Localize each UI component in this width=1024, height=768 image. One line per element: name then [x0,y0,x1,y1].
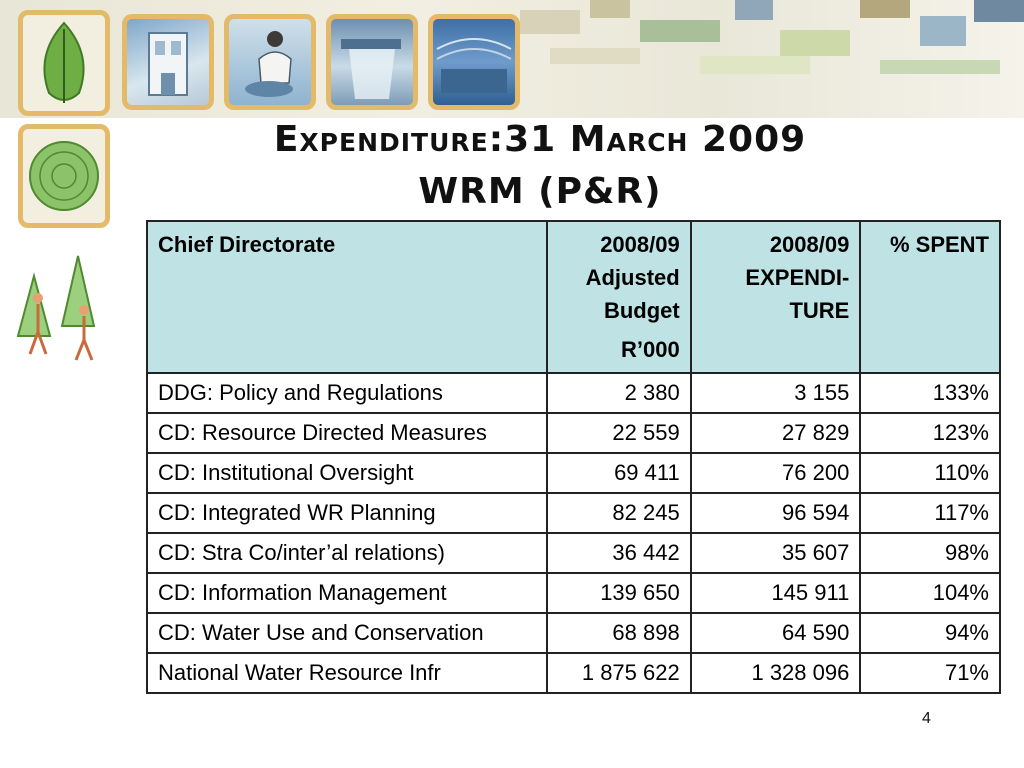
cell-budget: 68 898 [545,612,692,654]
cell-budget: 2 380 [545,372,692,414]
leaf-icon [18,10,110,116]
tree-ring-icon [18,124,110,228]
header-budget-unit: R’000 [621,337,680,362]
table-row: CD: Information Management 139 650 145 9… [146,572,1001,614]
cell-percent: 110% [859,452,1001,494]
table-row: CD: Integrated WR Planning 82 245 96 594… [146,492,1001,534]
waterfall-image [326,14,418,110]
cell-budget: 36 442 [545,532,692,574]
cell-directorate: CD: Integrated WR Planning [146,492,548,534]
cell-expenditure: 96 594 [689,492,862,534]
header-adjusted-budget: 2008/09 Adjusted Budget R’000 [545,220,692,374]
cell-percent: 94% [859,612,1001,654]
cell-expenditure: 76 200 [689,452,862,494]
dam-image [428,14,520,110]
table-row: CD: Resource Directed Measures 22 559 27… [146,412,1001,454]
cell-expenditure: 145 911 [689,572,862,614]
table-row: CD: Water Use and Conservation 68 898 64… [146,612,1001,654]
cell-directorate: National Water Resource Infr [146,652,548,694]
cell-percent: 123% [859,412,1001,454]
table-row: National Water Resource Infr 1 875 622 1… [146,652,1001,694]
page-number: 4 [922,710,931,727]
cell-budget: 69 411 [545,452,692,494]
cell-budget: 139 650 [545,572,692,614]
cell-percent: 98% [859,532,1001,574]
people-trees-icon [10,236,110,366]
cell-percent: 71% [859,652,1001,694]
cell-expenditure: 27 829 [689,412,862,454]
washing-person-image [224,14,316,110]
cell-directorate: DDG: Policy and Regulations [146,372,548,414]
cell-expenditure: 35 607 [689,532,862,574]
cell-directorate: CD: Water Use and Conservation [146,612,548,654]
cell-directorate: CD: Stra Co/inter’al relations) [146,532,548,574]
header-expenditure: 2008/09 EXPENDI-TURE [689,220,862,374]
cell-budget: 1 875 622 [545,652,692,694]
header-adjusted-budget-label: 2008/09 Adjusted Budget [585,232,680,323]
building-image [122,14,214,110]
cell-directorate: CD: Resource Directed Measures [146,412,548,454]
cell-expenditure: 1 328 096 [689,652,862,694]
table-row: CD: Stra Co/inter’al relations) 36 442 3… [146,532,1001,574]
header-percent-spent: % SPENT [859,220,1001,374]
table-header-row: Chief Directorate 2008/09 Adjusted Budge… [146,220,1001,374]
cell-directorate: CD: Information Management [146,572,548,614]
banner-color-blocks [520,0,1024,90]
slide-title-line1: Expenditure:31 March 2009 [273,119,807,160]
header-chief-directorate: Chief Directorate [146,220,548,374]
table-row: CD: Institutional Oversight 69 411 76 20… [146,452,1001,494]
expenditure-table: Chief Directorate 2008/09 Adjusted Budge… [146,220,1001,694]
cell-expenditure: 3 155 [689,372,862,414]
cell-percent: 133% [859,372,1001,414]
slide-title-line2: WRM (P&R) [418,171,662,212]
cell-percent: 117% [859,492,1001,534]
cell-percent: 104% [859,572,1001,614]
cell-directorate: CD: Institutional Oversight [146,452,548,494]
cell-budget: 22 559 [545,412,692,454]
cell-budget: 82 245 [545,492,692,534]
table-row: DDG: Policy and Regulations 2 380 3 155 … [146,372,1001,414]
cell-expenditure: 64 590 [689,612,862,654]
